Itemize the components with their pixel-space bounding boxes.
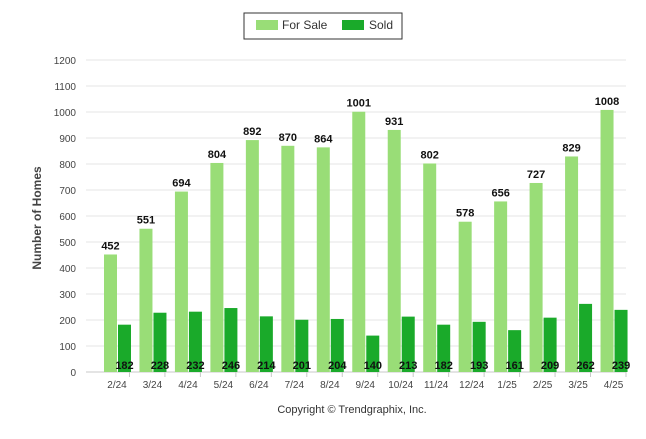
data-label-for-sale: 870	[279, 132, 297, 144]
x-tick-label: 4/25	[604, 380, 624, 391]
y-tick-label: 800	[59, 160, 76, 171]
bar-sold	[472, 321, 486, 372]
data-label-for-sale: 1001	[347, 98, 371, 110]
bar-for-sale	[245, 140, 259, 372]
data-label-for-sale: 829	[562, 142, 580, 154]
bar-for-sale	[494, 201, 508, 372]
y-tick-label: 400	[59, 264, 76, 275]
data-label-for-sale: 892	[243, 126, 261, 138]
bar-sold	[188, 311, 202, 372]
data-labels: 452 182 551 228 694 232 804 246 892 214 870 201 864 2…	[101, 96, 630, 372]
bar-for-sale	[387, 129, 401, 372]
bar-for-sale	[316, 147, 330, 372]
data-label-for-sale: 931	[385, 116, 403, 128]
x-tick-label: 2/24	[107, 380, 127, 391]
bar-sold	[401, 316, 415, 372]
y-tick-label: 300	[59, 290, 76, 301]
data-label-for-sale: 656	[491, 187, 509, 199]
x-tick-label: 9/24	[356, 380, 376, 391]
y-tick-label: 0	[70, 368, 76, 379]
bar-sold	[259, 316, 273, 372]
bar-for-sale	[458, 221, 472, 372]
legend: For Sale Sold	[243, 12, 403, 40]
legend-label-for-sale: For Sale	[282, 18, 328, 32]
bars	[104, 109, 628, 373]
bar-for-sale	[352, 111, 366, 373]
y-tick-label: 700	[59, 186, 76, 197]
data-label-sold: 228	[151, 360, 169, 372]
bar-sold	[437, 324, 451, 372]
x-tick-label: 1/25	[497, 380, 517, 391]
data-label-sold: 232	[186, 360, 204, 372]
data-label-for-sale: 551	[137, 215, 155, 227]
bar-sold	[366, 335, 380, 372]
data-label-for-sale: 1008	[595, 96, 619, 108]
data-label-sold: 213	[399, 360, 417, 372]
bar-for-sale	[139, 228, 153, 372]
bar-sold	[579, 303, 593, 372]
bar-for-sale	[423, 163, 437, 372]
x-tick-label: 7/24	[285, 380, 305, 391]
x-tick-label: 3/24	[143, 380, 163, 391]
y-tick-label: 1100	[54, 82, 76, 93]
data-label-sold: 209	[541, 360, 559, 372]
bar-for-sale	[600, 109, 614, 373]
x-tick-label: 12/24	[459, 380, 484, 391]
legend-swatch-for-sale	[256, 20, 278, 30]
data-label-sold: 262	[576, 360, 594, 372]
bar-sold	[614, 309, 628, 372]
x-tick-label: 11/24	[424, 380, 449, 391]
y-tick-label: 900	[59, 134, 76, 145]
y-tick-label: 600	[59, 212, 76, 223]
y-tick-label: 200	[59, 316, 76, 327]
x-tick-label: 8/24	[320, 380, 340, 391]
legend-label-sold: Sold	[369, 18, 393, 32]
data-label-sold: 140	[364, 360, 382, 372]
bar-for-sale	[104, 254, 117, 372]
x-tick-label: 3/25	[568, 380, 588, 391]
copyright-text: Copyright © Trendgraphix, Inc.	[277, 404, 426, 416]
x-tick-label: 2/25	[533, 380, 553, 391]
bar-for-sale	[174, 191, 188, 372]
x-tick-label: 6/24	[249, 380, 269, 391]
data-label-sold: 239	[612, 360, 630, 372]
data-label-sold: 161	[505, 360, 523, 372]
bar-sold	[224, 308, 238, 372]
data-label-sold: 193	[470, 360, 488, 372]
bar-sold	[118, 324, 131, 372]
bar-for-sale	[210, 162, 224, 372]
x-tick-label: 4/24	[178, 380, 198, 391]
data-label-sold: 182	[115, 360, 133, 372]
data-label-for-sale: 578	[456, 208, 474, 220]
bar-sold	[295, 319, 309, 372]
x-tick-label: 5/24	[214, 380, 234, 391]
bar-for-sale	[565, 156, 579, 372]
data-label-for-sale: 694	[172, 178, 191, 190]
y-tick-label: 500	[59, 238, 76, 249]
y-tick-label: 1000	[54, 108, 77, 119]
bar-for-sale	[529, 182, 543, 372]
data-label-sold: 201	[293, 360, 311, 372]
data-label-sold: 204	[328, 360, 347, 372]
data-label-sold: 182	[435, 360, 453, 372]
bar-sold	[508, 330, 522, 372]
data-label-sold: 246	[222, 360, 240, 372]
data-label-for-sale: 802	[421, 149, 439, 161]
data-label-for-sale: 864	[314, 133, 333, 145]
legend-swatch-sold	[342, 20, 364, 30]
y-tick-label: 1200	[54, 56, 77, 67]
bar-sold	[330, 318, 344, 372]
data-label-for-sale: 804	[208, 149, 227, 161]
y-axis-label: Number of Homes	[30, 166, 44, 270]
bar-sold	[543, 317, 557, 372]
bar-for-sale	[281, 145, 295, 372]
x-tick-label: 10/24	[388, 380, 413, 391]
y-tick-label: 100	[59, 342, 76, 353]
bar-sold	[153, 312, 167, 372]
data-label-sold: 214	[257, 360, 276, 372]
data-label-for-sale: 452	[101, 240, 119, 252]
data-label-for-sale: 727	[527, 169, 545, 181]
